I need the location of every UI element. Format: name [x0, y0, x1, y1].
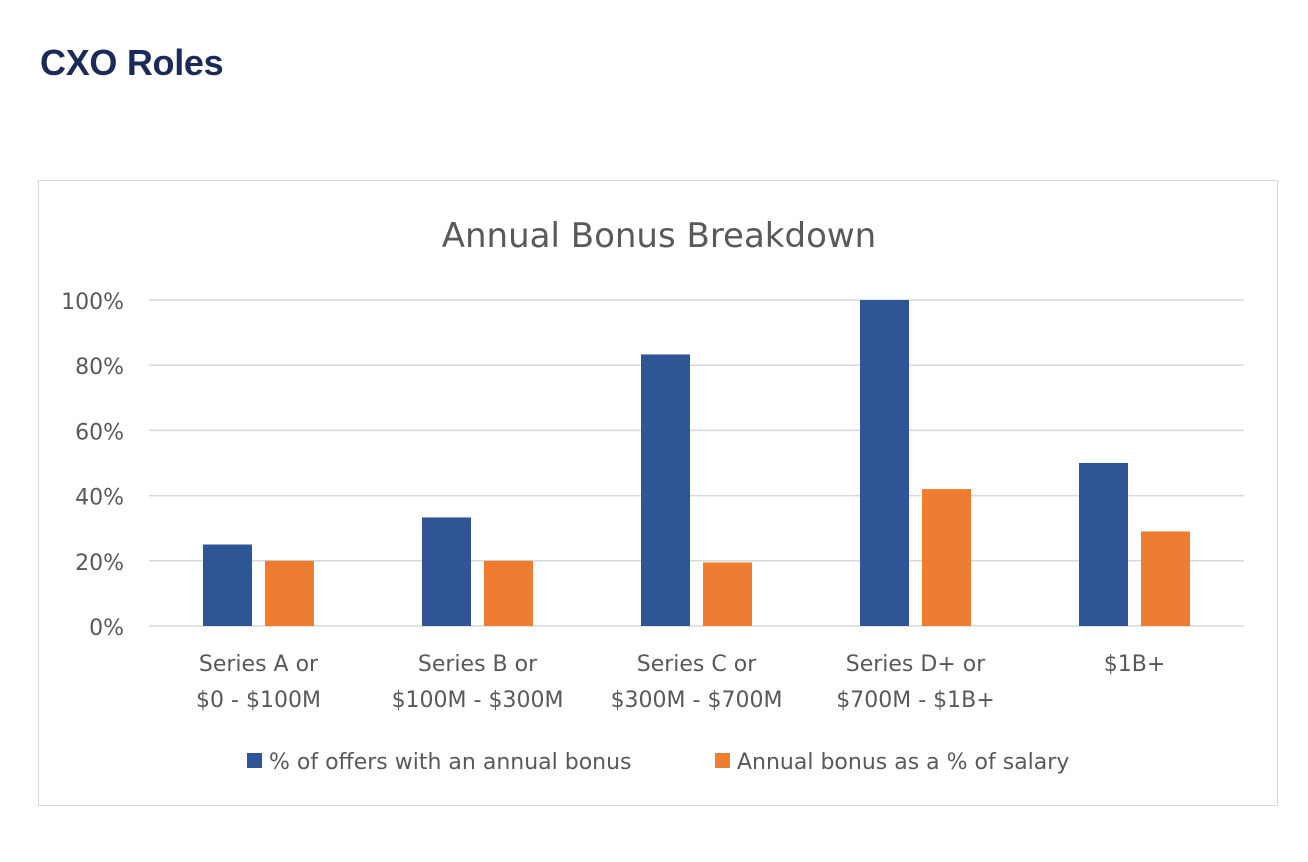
- y-tick-label: 40%: [75, 486, 124, 511]
- bars: [203, 300, 1190, 626]
- bar-bonus-percent-salary: [703, 562, 752, 626]
- bar-offers-with-bonus: [1079, 463, 1128, 626]
- x-category-label: Series C or: [637, 652, 757, 677]
- y-tick-label: 0%: [89, 616, 124, 641]
- legend-swatch: [247, 753, 262, 768]
- bar-offers-with-bonus: [641, 354, 690, 626]
- y-axis-ticks: 0% 20% 40% 60% 80% 100%: [61, 290, 124, 641]
- gridlines: [149, 299, 1244, 627]
- legend-label: Annual bonus as a % of salary: [737, 750, 1069, 775]
- x-category-label: $700M - $1B+: [836, 688, 994, 713]
- bar-chart: Annual Bonus Breakdown 0% 20% 40% 60% 80% 100…: [61, 216, 1244, 775]
- chart-container: Annual Bonus Breakdown 0% 20% 40% 60% 80% 100…: [38, 180, 1278, 806]
- legend: % of offers with an annual bonus Annual b…: [247, 750, 1069, 775]
- x-category-label: Series A or: [199, 652, 319, 677]
- bar-offers-with-bonus: [203, 544, 252, 626]
- y-tick-label: 20%: [75, 551, 124, 576]
- page-title: CXO Roles: [40, 42, 224, 83]
- y-tick-label: 100%: [61, 290, 124, 315]
- x-category-label: Series D+ or: [846, 652, 986, 677]
- bar-bonus-percent-salary: [922, 489, 971, 626]
- chart-title: Annual Bonus Breakdown: [442, 216, 876, 256]
- y-tick-label: 60%: [75, 420, 124, 445]
- x-category-label: $300M - $700M: [611, 688, 783, 713]
- bar-offers-with-bonus: [860, 300, 909, 626]
- bar-bonus-percent-salary: [265, 560, 314, 626]
- x-category-label: $100M - $300M: [392, 688, 564, 713]
- legend-swatch: [715, 753, 730, 768]
- bar-bonus-percent-salary: [1141, 531, 1190, 626]
- x-axis-labels: Series A or $0 - $100M Series B or $100M - …: [196, 652, 1165, 713]
- x-category-label: $1B+: [1104, 652, 1166, 677]
- y-tick-label: 80%: [75, 355, 124, 380]
- bar-bonus-percent-salary: [484, 560, 533, 626]
- bar-offers-with-bonus: [422, 517, 471, 626]
- x-category-label: Series B or: [418, 652, 538, 677]
- x-category-label: $0 - $100M: [196, 688, 321, 713]
- legend-label: % of offers with an annual bonus: [269, 750, 632, 775]
